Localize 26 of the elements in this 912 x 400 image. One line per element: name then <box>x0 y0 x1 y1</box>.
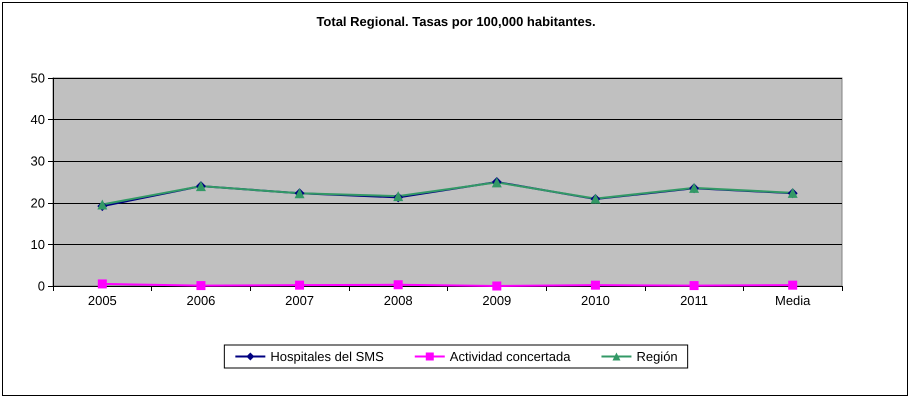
point <box>788 280 798 290</box>
y-tick-label: 0 <box>38 278 45 294</box>
point <box>690 281 699 290</box>
x-tick-label: 2010 <box>580 293 610 308</box>
y-tick-label: 30 <box>30 154 45 169</box>
point <box>196 281 206 290</box>
legend-label: Región <box>636 349 678 364</box>
point <box>295 280 304 290</box>
point <box>492 282 502 290</box>
x-tick-label: 2011 <box>680 293 708 308</box>
x-tick-label: 2009 <box>482 293 512 308</box>
point <box>394 280 403 290</box>
legend-label: Actividad concertada <box>450 349 572 364</box>
y-tick-label: 20 <box>30 195 45 210</box>
x-tick-label: 2006 <box>186 293 216 308</box>
legend-label: Hospitales del SMS <box>270 349 384 364</box>
x-tick-label: 2005 <box>88 293 117 308</box>
point <box>98 279 107 288</box>
y-tick-label: 50 <box>30 70 45 86</box>
chart-title: Total Regional. Tasas por 100,000 habitantes. <box>316 14 596 29</box>
x-tick-label: Media <box>774 293 812 308</box>
y-tick-label: 10 <box>30 236 45 252</box>
x-tick-label: 2008 <box>384 293 413 308</box>
y-tick-label: 40 <box>30 112 45 128</box>
point <box>590 280 600 290</box>
x-tick-label: 2007 <box>285 293 314 308</box>
